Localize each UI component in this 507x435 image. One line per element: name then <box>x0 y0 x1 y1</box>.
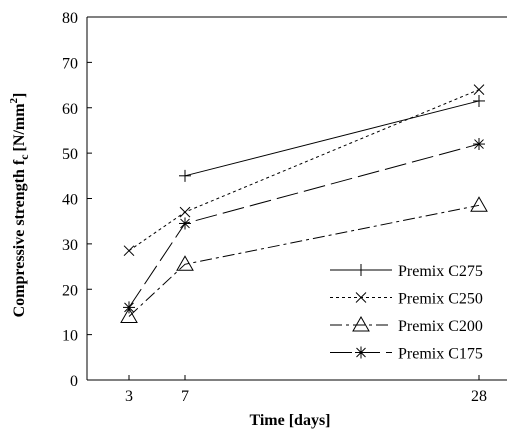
y-tick-label: 40 <box>62 192 78 209</box>
legend-label: Premix C200 <box>398 318 483 335</box>
data-point-marker <box>473 94 485 107</box>
triangle-marker <box>176 255 194 271</box>
data-point-marker <box>473 138 485 151</box>
x-axis-label: Time [days] <box>249 412 330 429</box>
y-axis-label-main: Compressive strength f <box>11 159 28 317</box>
triangle-marker <box>470 196 488 212</box>
cross-marker-b <box>179 206 191 218</box>
asterisk-marker-d2 <box>356 347 366 358</box>
legend-entry-1: Premix C250 <box>330 291 483 308</box>
y-tick-label: 10 <box>62 328 78 345</box>
series-line <box>184 100 480 177</box>
legend-label: Premix C275 <box>398 263 483 280</box>
y-axis-label-close: ] <box>11 93 28 98</box>
legend-entry-2: Premix C200 <box>330 315 483 335</box>
triangle-marker <box>352 315 370 332</box>
series-1 <box>123 84 485 257</box>
y-tick-label: 60 <box>62 101 78 118</box>
x-tick-label: 7 <box>181 388 189 405</box>
y-tick-label: 30 <box>62 237 78 254</box>
data-point-marker <box>179 206 191 218</box>
y-tick-label: 0 <box>70 373 78 390</box>
data-point-marker <box>179 217 191 230</box>
series-group <box>120 84 488 323</box>
legend-label: Premix C250 <box>398 291 483 308</box>
series-3 <box>123 138 485 314</box>
series-0 <box>179 94 485 182</box>
cross-marker-b <box>355 292 367 303</box>
data-point-marker <box>176 255 194 271</box>
asterisk-marker-d2 <box>474 139 484 149</box>
data-point-marker <box>120 307 138 323</box>
y-tick-label: 20 <box>62 282 78 299</box>
asterisk-marker-d2 <box>180 218 190 229</box>
series-line <box>128 204 480 317</box>
y-tick-label: 80 <box>62 10 78 27</box>
series-2 <box>120 196 488 323</box>
x-tick-label: 28 <box>471 388 487 405</box>
legend-entry-0: Premix C275 <box>330 263 483 280</box>
y-axis-label-sub: c <box>17 154 31 160</box>
axes: 0 10 20 30 40 50 60 70 80 3 7 28 <box>62 10 507 405</box>
data-point-marker <box>123 301 135 314</box>
data-point-marker <box>470 196 488 212</box>
y-tick-label: 70 <box>62 55 78 72</box>
data-point-marker <box>473 84 485 95</box>
asterisk-marker-d2 <box>124 302 134 313</box>
cross-marker-b <box>473 84 485 95</box>
data-point-marker <box>355 264 367 276</box>
data-point-marker <box>355 346 367 359</box>
y-axis-label: Compressive strength fc [N/mm2] <box>8 93 31 318</box>
cross-marker-b <box>123 245 135 257</box>
data-point-marker <box>355 292 367 303</box>
data-point-marker <box>123 245 135 257</box>
legend-entry-3: Premix C175 <box>330 346 483 363</box>
data-point-marker <box>179 169 191 182</box>
y-tick-label: 50 <box>62 146 78 163</box>
x-tick-label: 3 <box>125 388 133 405</box>
legend: Premix C275 Premix C250 Premix C200 Premix … <box>325 252 507 374</box>
legend-label: Premix C175 <box>398 346 483 363</box>
y-axis-label-sup: 2 <box>8 97 20 103</box>
data-point-marker <box>352 315 370 332</box>
y-axis-label-unit: [N/mm <box>11 103 28 152</box>
legend-box <box>325 252 507 374</box>
triangle-marker <box>120 307 138 323</box>
